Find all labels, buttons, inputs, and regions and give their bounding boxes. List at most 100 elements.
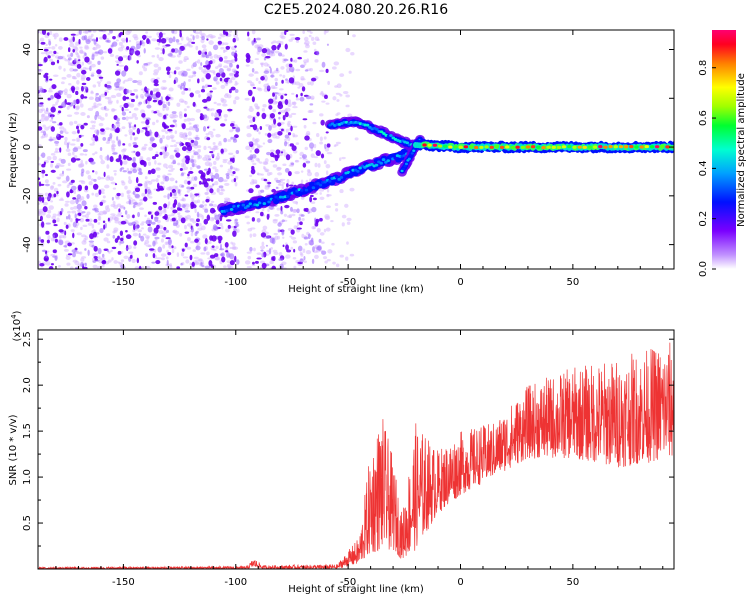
noise-speckle (158, 31, 163, 38)
noise-haze-dot (50, 200, 54, 203)
noise-haze-dot (322, 256, 328, 260)
noise-speckle (52, 234, 55, 239)
noise-speckle (137, 183, 143, 187)
noise-speckle (45, 222, 51, 225)
noise-speckle (180, 82, 184, 86)
ridge-core (403, 164, 407, 168)
noise-haze-dot (118, 41, 123, 46)
noise-haze-dot (58, 65, 62, 70)
noise-speckle (43, 130, 47, 136)
noise-speckle (190, 186, 195, 190)
noise-speckle (104, 83, 108, 88)
noise-speckle (192, 101, 196, 107)
noise-haze-dot (169, 144, 174, 147)
noise-speckle (81, 168, 85, 174)
noise-speckle (288, 184, 294, 187)
noise-speckle (191, 204, 197, 209)
noise-speckle (95, 92, 99, 96)
noise-speckle (309, 239, 314, 246)
noise-haze-dot (97, 215, 101, 221)
noise-speckle (59, 130, 64, 134)
noise-speckle (275, 67, 279, 72)
noise-speckle (203, 106, 208, 109)
noise-speckle (57, 55, 64, 60)
noise-haze-dot (174, 123, 178, 128)
noise-haze-dot (92, 252, 96, 257)
noise-haze-dot (286, 179, 290, 184)
noise-haze-dot (213, 145, 219, 148)
noise-speckle (245, 52, 250, 59)
noise-speckle (59, 147, 62, 153)
noise-haze-dot (178, 111, 183, 116)
noise-speckle (71, 249, 77, 253)
noise-haze-dot (154, 47, 161, 50)
noise-speckle (151, 261, 156, 264)
noise-haze-dot (270, 247, 273, 250)
noise-speckle (82, 266, 88, 269)
noise-speckle (271, 256, 274, 261)
noise-speckle (198, 180, 202, 185)
noise-speckle (206, 214, 211, 221)
noise-speckle (133, 150, 136, 153)
noise-haze-dot (193, 256, 199, 260)
noise-speckle (137, 211, 141, 218)
noise-haze-dot (92, 46, 96, 51)
noise-haze-dot (314, 192, 319, 195)
noise-haze-dot (216, 103, 222, 106)
noise-speckle (326, 143, 331, 148)
noise-haze-dot (119, 105, 123, 108)
noise-speckle (193, 124, 198, 129)
noise-speckle (218, 110, 222, 117)
noise-haze-dot (148, 35, 152, 39)
noise-speckle (54, 165, 60, 169)
noise-haze-dot (252, 233, 257, 237)
noise-haze-dot (216, 152, 220, 157)
noise-haze-dot (157, 66, 162, 71)
noise-haze-dot (70, 206, 74, 211)
noise-speckle (117, 235, 120, 240)
noise-speckle (169, 192, 173, 197)
noise-haze-dot (138, 129, 144, 133)
noise-speckle (120, 237, 124, 242)
noise-haze-dot (344, 203, 349, 208)
noise-speckle (171, 30, 175, 34)
noise-speckle (117, 56, 124, 62)
noise-haze-dot (125, 116, 129, 121)
noise-speckle (121, 107, 124, 112)
noise-speckle (132, 132, 136, 136)
noise-haze-dot (167, 164, 174, 169)
noise-speckle (73, 58, 77, 63)
noise-haze-dot (295, 142, 300, 145)
noise-haze-dot (247, 37, 251, 42)
noise-haze-dot (218, 222, 223, 227)
noise-haze-dot (58, 37, 63, 42)
noise-speckle (218, 68, 224, 74)
noise-haze-dot (256, 106, 260, 110)
noise-speckle (72, 221, 77, 228)
noise-haze-dot (227, 139, 232, 142)
noise-haze-dot (95, 170, 98, 175)
noise-haze-dot (155, 119, 159, 123)
noise-speckle (56, 190, 59, 195)
noise-haze-dot (295, 39, 300, 44)
noise-speckle (89, 65, 92, 72)
noise-haze-dot (335, 208, 339, 212)
noise-speckle (186, 144, 193, 152)
ridge-core (393, 156, 397, 160)
noise-haze-dot (189, 117, 196, 122)
noise-speckle (72, 147, 79, 153)
noise-speckle (132, 80, 138, 84)
ridge-core (412, 149, 416, 152)
noise-speckle (255, 37, 261, 41)
noise-speckle (73, 104, 76, 109)
noise-speckle (179, 207, 183, 211)
noise-haze-dot (219, 164, 224, 168)
noise-haze-dot (263, 75, 269, 81)
noise-haze-dot (48, 89, 53, 93)
noise-speckle (39, 262, 45, 267)
noise-haze-dot (95, 44, 101, 49)
noise-haze-dot (231, 247, 236, 250)
noise-haze-dot (282, 74, 286, 79)
noise-haze-dot (143, 143, 148, 147)
noise-speckle (193, 140, 199, 146)
